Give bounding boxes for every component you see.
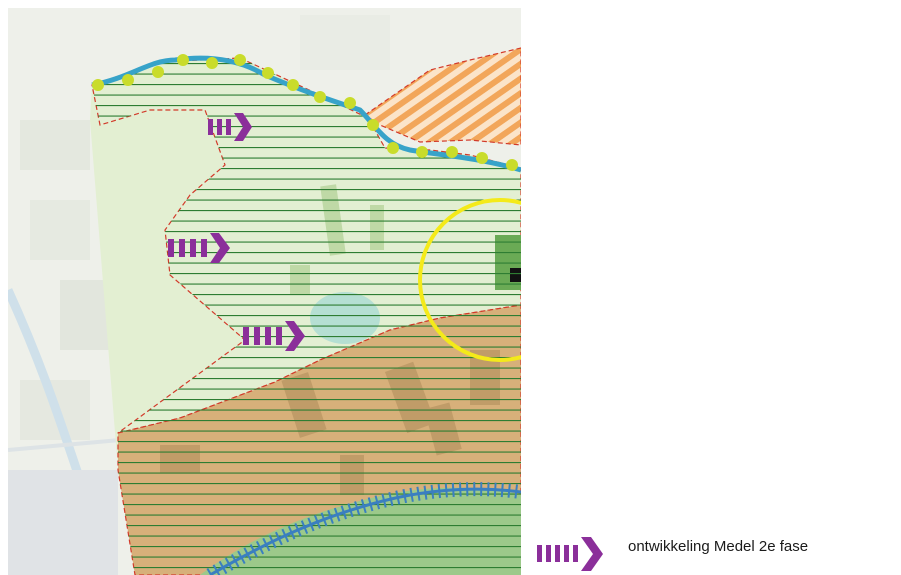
boundary-dots: [92, 54, 518, 171]
legend-label-development-phase: ontwikkeling Medel 2e fase: [628, 538, 809, 555]
development-arrow-1: [208, 113, 252, 141]
base-map: [8, 8, 521, 575]
development-arrow-2: [168, 233, 230, 263]
development-arrow-3: [243, 321, 305, 351]
purple-chevron-arrow-icon: [537, 537, 603, 571]
